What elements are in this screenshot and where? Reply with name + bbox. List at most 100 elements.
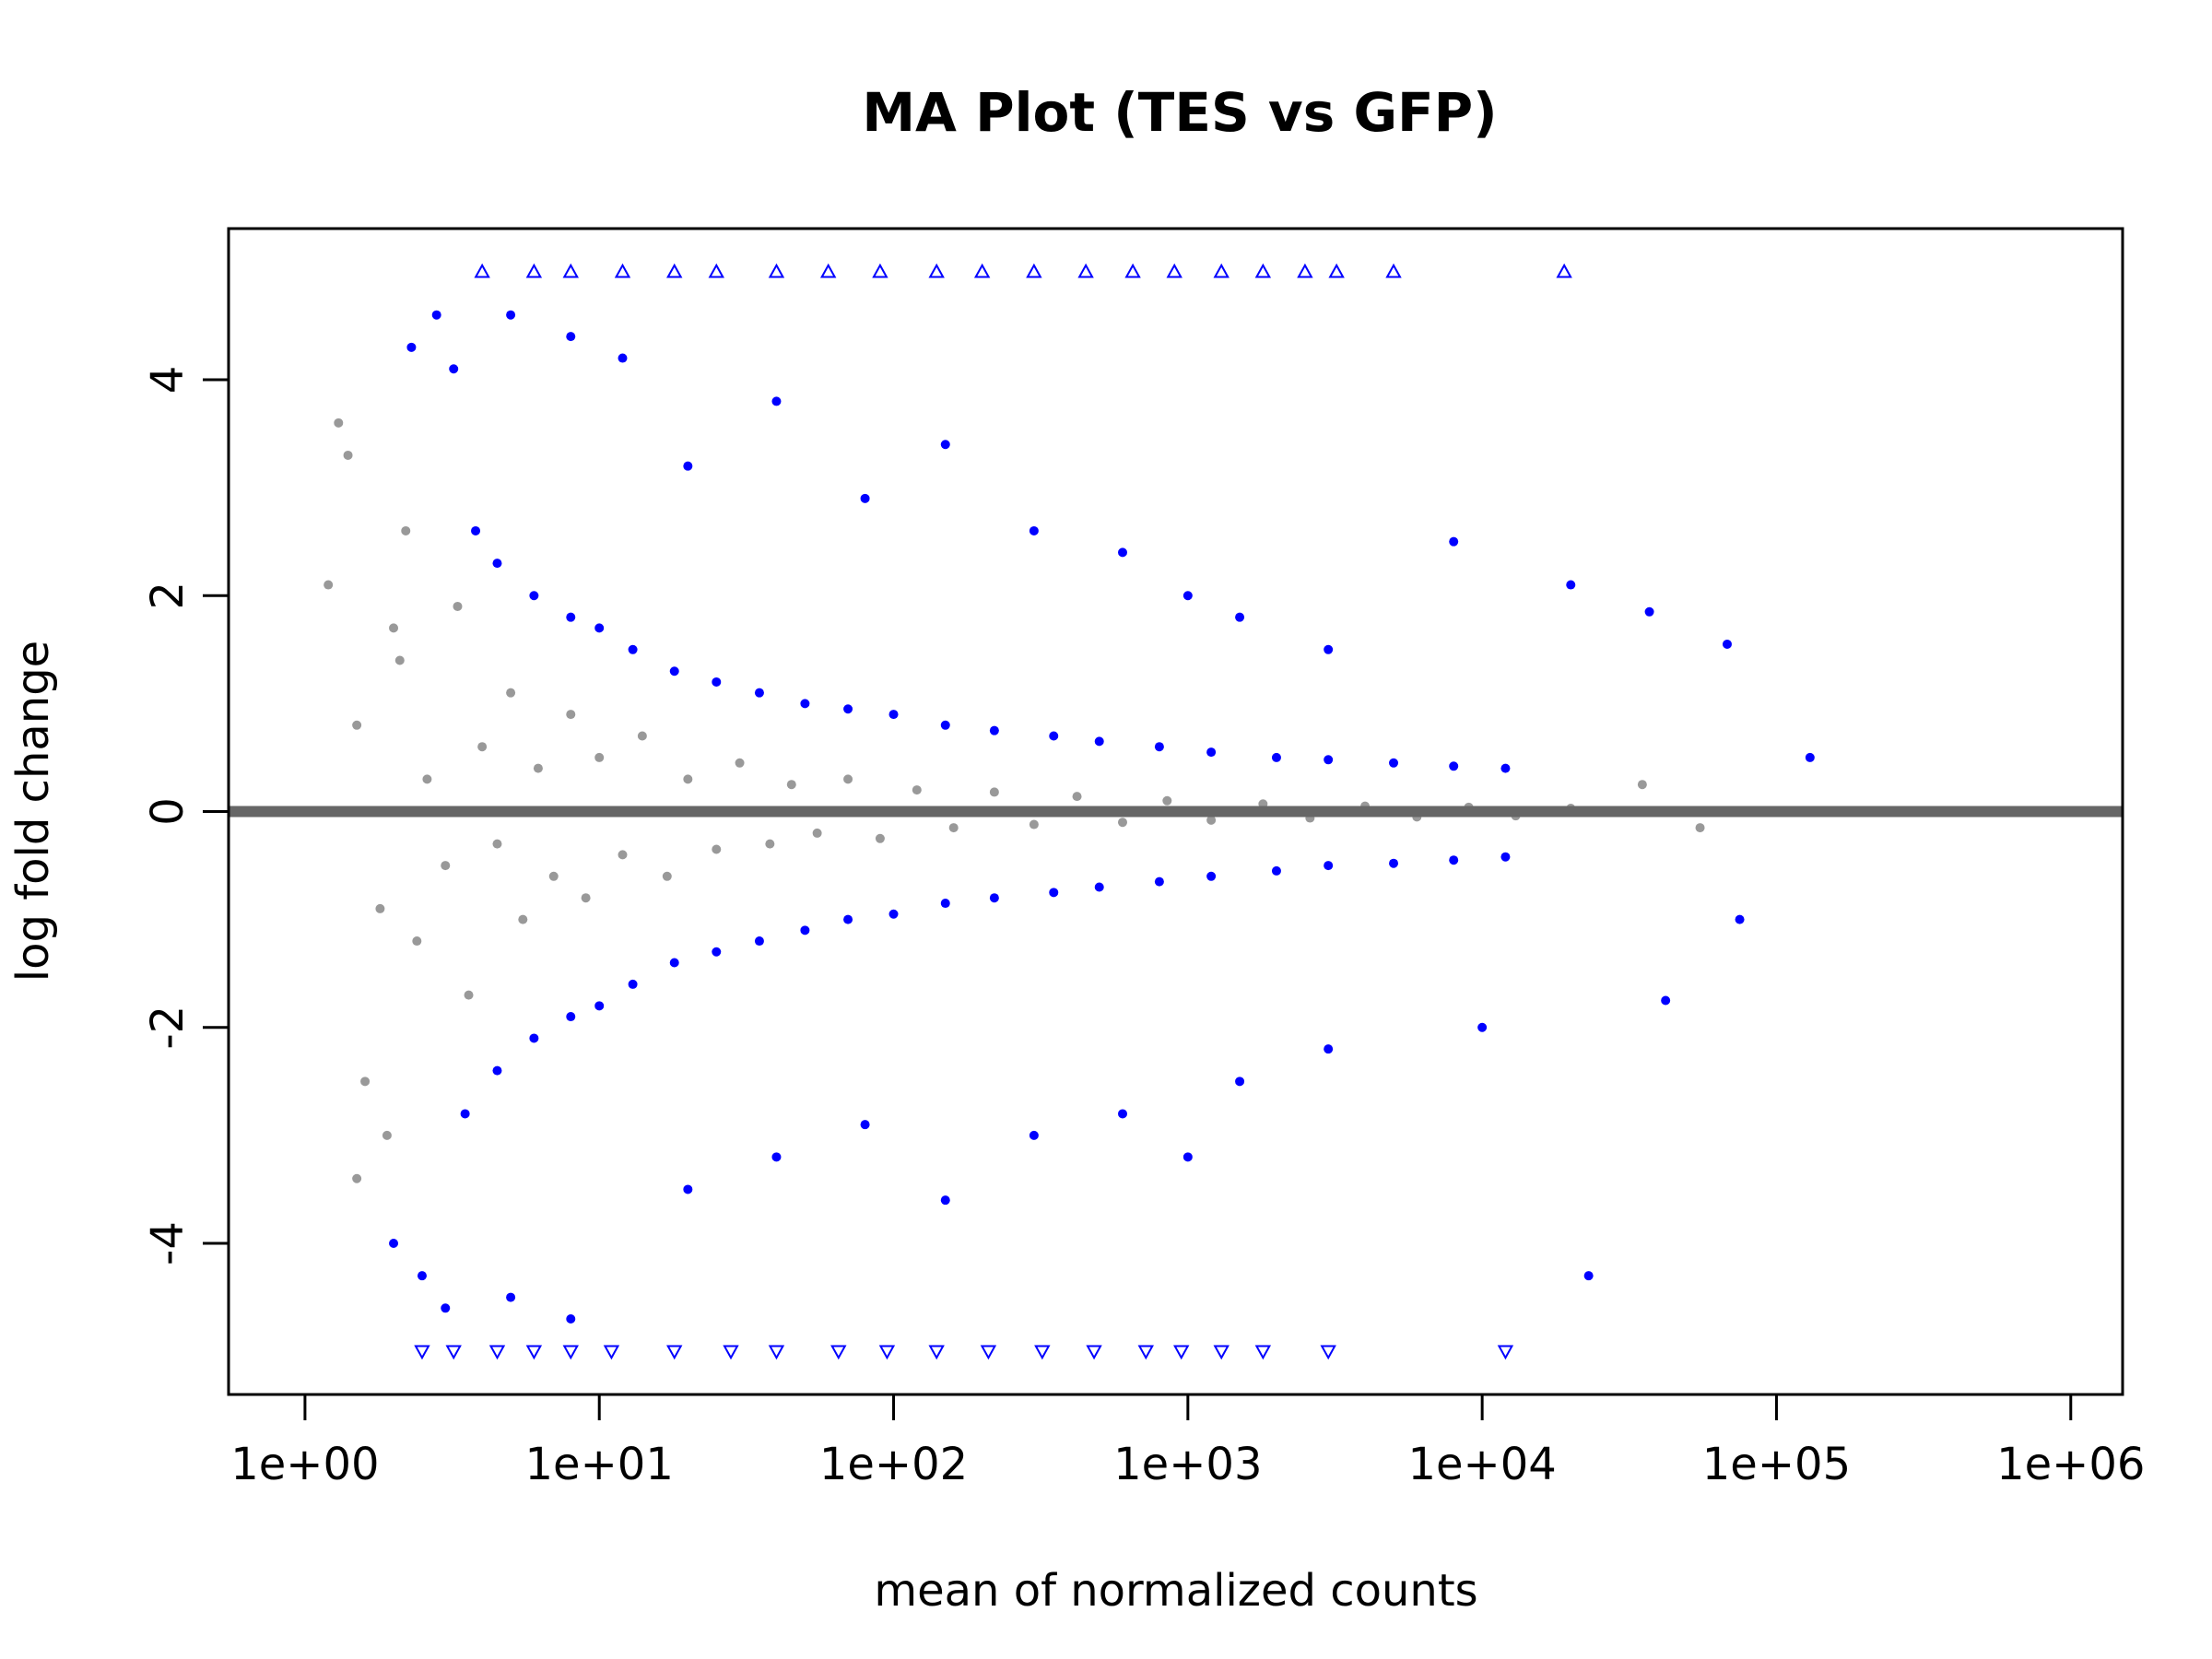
y-tick-label: -4: [142, 1221, 194, 1265]
data-point: [441, 1303, 451, 1313]
data-point: [566, 332, 576, 342]
data-point: [843, 774, 853, 784]
data-point: [1389, 858, 1399, 868]
clipped-down-triangle-point: [1320, 1345, 1336, 1360]
data-point: [431, 310, 441, 320]
data-point: [1117, 547, 1127, 558]
clipped-down-triangle-point: [1213, 1345, 1230, 1360]
data-point: [669, 958, 679, 968]
data-point: [989, 787, 999, 797]
data-point: [1324, 861, 1334, 871]
data-point: [360, 1077, 371, 1087]
data-point: [422, 774, 432, 784]
data-point: [394, 655, 405, 665]
data-point: [940, 899, 950, 909]
data-point: [334, 418, 344, 428]
data-point: [382, 1130, 392, 1140]
data-point: [529, 591, 539, 601]
data-point: [1154, 877, 1164, 887]
data-point: [843, 704, 853, 714]
clipped-down-triangle-point: [488, 1345, 506, 1360]
data-point: [989, 893, 999, 903]
data-point: [800, 699, 810, 709]
data-point: [566, 1012, 576, 1022]
data-point: [888, 909, 899, 919]
clipped-down-triangle-point: [830, 1345, 847, 1360]
data-point: [449, 364, 459, 374]
data-point: [352, 720, 362, 730]
data-point: [1449, 855, 1459, 865]
data-point: [1029, 525, 1039, 535]
data-point: [389, 623, 399, 633]
y-axis: -4 -2 0 2 4: [142, 366, 230, 1265]
data-point: [1154, 742, 1164, 752]
data-point: [1182, 1152, 1193, 1162]
data-point: [529, 1033, 539, 1043]
data-point: [1805, 752, 1815, 762]
data-point: [324, 580, 334, 590]
clipped-down-triangle-point: [603, 1345, 620, 1360]
clipped-down-triangle-point: [666, 1345, 683, 1360]
clipped-up-triangle-point: [928, 263, 945, 278]
data-point: [1049, 731, 1059, 741]
clipped-up-triangle-point: [1297, 263, 1313, 278]
data-point: [812, 828, 822, 838]
clipped-up-triangle-point: [1077, 263, 1094, 278]
x-tick-label: 1e+01: [525, 1439, 674, 1490]
data-point: [800, 925, 810, 935]
data-point: [786, 780, 796, 790]
data-point: [1735, 914, 1745, 924]
data-point: [628, 644, 638, 654]
data-point: [628, 979, 638, 989]
data-point: [581, 893, 591, 903]
y-tick-label: 2: [142, 582, 194, 610]
data-point: [1049, 888, 1059, 898]
data-point: [1235, 612, 1245, 622]
data-point: [1271, 752, 1281, 762]
data-point: [1324, 755, 1334, 765]
data-point: [1583, 1271, 1594, 1281]
data-point: [453, 601, 463, 611]
data-point: [888, 710, 899, 720]
clipped-up-triangle-point: [1026, 263, 1042, 278]
clipped-up-triangle-point: [474, 263, 490, 278]
y-tick-label: 4: [142, 366, 194, 394]
data-point: [765, 839, 775, 849]
y-axis-label: log fold change: [7, 641, 59, 982]
data-point: [566, 1314, 576, 1324]
clipped-up-triangle-point: [1213, 263, 1230, 278]
data-point: [712, 677, 722, 687]
data-point: [1566, 580, 1576, 590]
data-point: [735, 758, 745, 768]
clipped-down-triangle-point: [562, 1345, 579, 1360]
data-point: [518, 914, 528, 924]
data-point: [1117, 818, 1127, 828]
x-tick-label: 1e+05: [1702, 1439, 1851, 1490]
data-point: [477, 742, 488, 752]
clipped-down-triangle-point: [1137, 1345, 1154, 1360]
data-point: [637, 731, 647, 741]
x-axis: 1e+00 1e+01 1e+02 1e+03 1e+04 1e+05 1e+06: [230, 1393, 2145, 1490]
x-tick-label: 1e+03: [1113, 1439, 1262, 1490]
data-point: [352, 1173, 362, 1183]
x-tick-label: 1e+00: [230, 1439, 379, 1490]
data-point: [1644, 606, 1654, 617]
data-point: [492, 559, 502, 569]
data-point: [771, 1152, 782, 1162]
data-point: [460, 1109, 470, 1119]
data-point: [492, 1065, 502, 1076]
data-point: [912, 785, 922, 795]
data-point: [940, 720, 950, 730]
data-point: [1206, 747, 1217, 758]
data-point: [1029, 1130, 1039, 1140]
data-point: [1117, 1109, 1127, 1119]
data-point: [389, 1239, 399, 1249]
data-point: [375, 903, 385, 913]
clipped-down-triangle-point: [1173, 1345, 1190, 1360]
data-point: [506, 1292, 516, 1302]
data-point: [1206, 871, 1217, 881]
clipped-up-triangle-point: [708, 263, 724, 278]
data-point: [948, 823, 959, 833]
data-point: [406, 342, 417, 352]
